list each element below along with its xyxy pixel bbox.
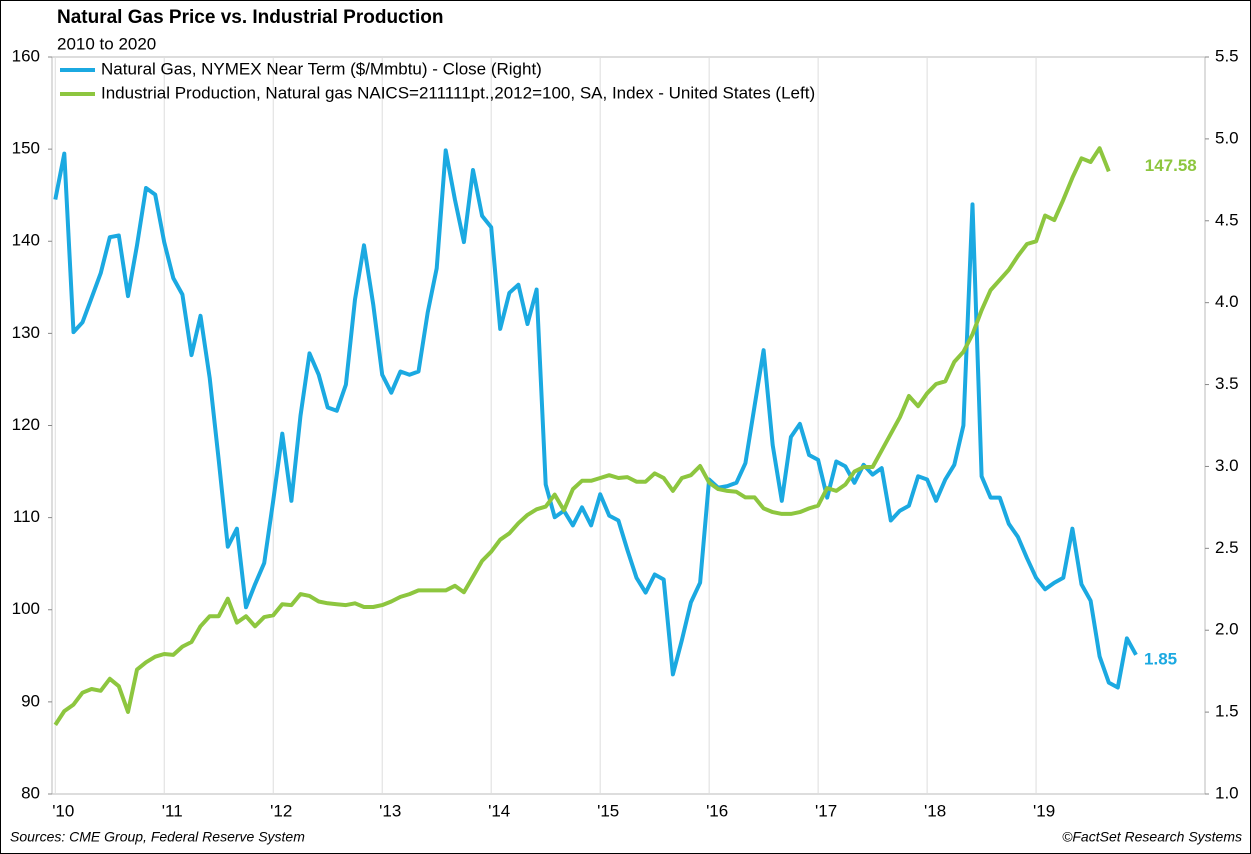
x-tick-label: '19	[1033, 801, 1055, 820]
y-tick-label: 100	[12, 599, 40, 618]
x-tick-label: '15	[597, 801, 619, 820]
copyright: ©FactSet Research Systems	[1062, 829, 1242, 845]
y-tick-label: 140	[12, 231, 40, 250]
y-tick-label: 90	[21, 691, 40, 710]
x-tick-label: '18	[924, 801, 946, 820]
series-line	[53, 146, 1111, 726]
y-tick-label: 130	[12, 323, 40, 342]
x-tick-label: '16	[706, 801, 728, 820]
y2-tick-label: 3.5	[1215, 374, 1239, 393]
y-tick-label: 150	[12, 139, 40, 158]
y2-tick-label: 5.0	[1215, 128, 1239, 147]
y2-tick-label: 2.5	[1215, 538, 1239, 557]
y-tick-label: 80	[21, 783, 40, 802]
y-tick-label: 110	[13, 507, 40, 526]
series-line	[53, 148, 1138, 690]
legend-label: Industrial Production, Natural gas NAICS…	[101, 83, 815, 102]
x-tick-label: '11	[162, 801, 183, 820]
x-tick-label: '10	[52, 801, 74, 820]
y2-tick-label: 1.0	[1215, 783, 1239, 802]
chart-subtitle: 2010 to 2020	[57, 34, 156, 53]
y2-tick-label: 1.5	[1215, 702, 1239, 721]
y2-tick-label: 4.5	[1215, 210, 1239, 229]
end-value-label: 147.58	[1145, 156, 1197, 175]
y-tick-label: 160	[12, 46, 40, 65]
y2-tick-label: 5.5	[1215, 46, 1239, 65]
end-value-label: 1.85	[1144, 649, 1177, 668]
y2-tick-label: 4.0	[1215, 292, 1239, 311]
x-tick-label: '17	[815, 801, 837, 820]
legend-label: Natural Gas, NYMEX Near Term ($/Mmbtu) -…	[101, 59, 542, 78]
x-tick-label: '14	[488, 801, 510, 820]
x-tick-label: '13	[379, 801, 401, 820]
y2-tick-label: 3.0	[1215, 456, 1239, 475]
y2-tick-label: 2.0	[1215, 620, 1239, 639]
y-tick-label: 120	[12, 415, 40, 434]
source: Sources: CME Group, Federal Reserve Syst…	[10, 829, 305, 845]
chart-title: Natural Gas Price vs. Industrial Product…	[57, 7, 443, 28]
x-tick-label: '12	[270, 801, 292, 820]
